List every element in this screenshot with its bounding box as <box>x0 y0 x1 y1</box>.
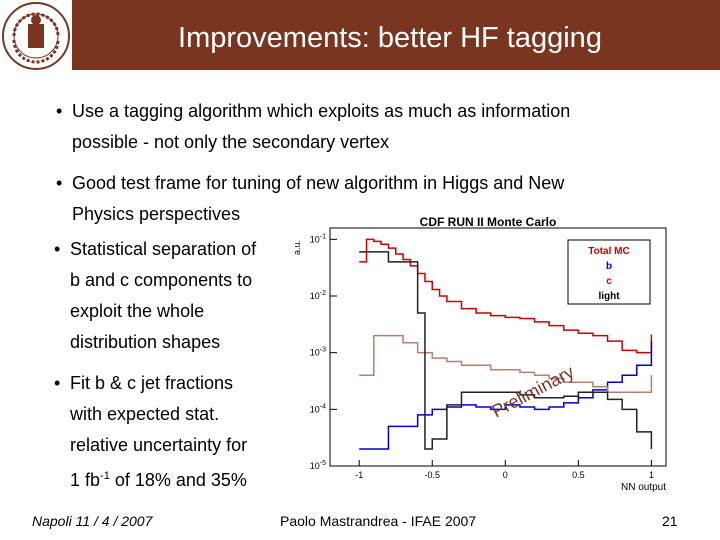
footer-date: Napoli 11 / 4 / 2007 <box>32 513 153 529</box>
series-line-b <box>359 341 653 450</box>
bullet-text-fragment: of 18% and 35% <box>109 470 247 490</box>
y-tick-label: 10-3 <box>310 347 326 358</box>
university-seal-icon <box>0 0 72 72</box>
legend-box <box>567 239 651 305</box>
legend-entry: b <box>606 261 612 272</box>
y-tick-label: 10-4 <box>310 403 326 414</box>
y-tick-label: 10-2 <box>310 290 326 301</box>
bullet-item-3: • Statistical separation of b and c comp… <box>54 234 257 358</box>
y-tick-label: 10-1 <box>310 233 326 244</box>
x-tick-label: 0 <box>503 470 508 480</box>
bullet-text-fragment: 1 fb <box>70 470 101 490</box>
series-line-light <box>359 251 653 450</box>
y-tick-label: 10-5 <box>310 460 326 471</box>
slide-title: Improvements: better HF tagging <box>178 22 602 54</box>
superscript: -1 <box>100 470 110 482</box>
bullet-line: exploit the whole <box>70 301 205 321</box>
series-line-total-mc <box>359 238 653 354</box>
bullet-dot-icon: • <box>54 239 61 259</box>
x-tick-label: -1 <box>355 470 363 480</box>
bullet-line: Good test frame for tuning of new algori… <box>72 173 565 193</box>
footer-author: Paolo Mastrandrea - IFAE 2007 <box>280 513 477 529</box>
bullet-dot-icon: • <box>54 373 61 393</box>
x-axis-label: NN output <box>621 482 666 493</box>
page-number: 21 <box>662 513 678 529</box>
bullet-line: possible - not only the secondary vertex <box>72 132 390 152</box>
bullet-line: with expected stat. <box>70 404 220 424</box>
legend-entry: c <box>606 276 612 287</box>
legend-entry: light <box>598 291 620 302</box>
nn-output-chart: CDF RUN II Monte Carlo a.u. NN output -1 -0.… <box>292 215 667 493</box>
series-line-c <box>359 334 653 394</box>
x-tick-label: 1 <box>649 470 654 480</box>
bullet-line: distribution shapes <box>70 332 221 352</box>
bullet-dot-icon: • <box>56 101 63 121</box>
x-tick-label: 0.5 <box>572 470 585 480</box>
bullet-item-4: • Fit b & c jet fractions with expected … <box>54 368 248 496</box>
x-tick-label: -0.5 <box>425 470 441 480</box>
bullet-line: Statistical separation of <box>70 239 257 259</box>
header-bar: Improvements: better HF tagging <box>0 0 720 72</box>
bullet-line: Physics perspectives <box>72 204 241 224</box>
legend-entry: Total MC <box>588 246 629 257</box>
bullet-line: relative uncertainty for <box>70 435 248 455</box>
bullet-line: Fit b & c jet fractions <box>70 373 234 393</box>
chart-title: CDF RUN II Monte Carlo <box>420 215 557 229</box>
bullet-dot-icon: • <box>56 173 63 193</box>
bullet-line: Use a tagging algorithm which exploits a… <box>72 101 571 121</box>
bullet-line: b and c components to <box>70 270 253 290</box>
bullet-item-2: • Good test frame for tuning of new algo… <box>56 168 565 230</box>
bullet-item-1: • Use a tagging algorithm which exploits… <box>56 96 571 158</box>
y-axis-label: a.u. <box>292 240 302 255</box>
bullet-line: 1 fb-1 of 18% and 35% <box>70 461 247 496</box>
